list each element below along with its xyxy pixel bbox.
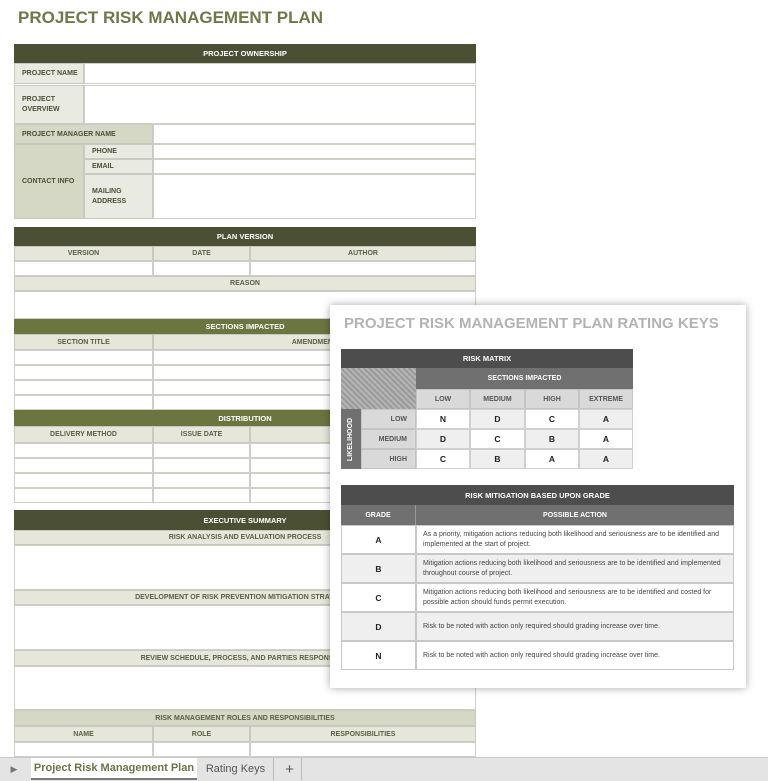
matrix-cell: C bbox=[416, 449, 470, 469]
email-field[interactable] bbox=[153, 159, 476, 174]
manager-name-label: PROJECT MANAGER NAME bbox=[14, 124, 153, 144]
impact-col-extreme: EXTREME bbox=[579, 389, 633, 409]
page-title: PROJECT RISK MANAGEMENT PLAN bbox=[18, 8, 324, 27]
delivery-col: DELIVERY METHOD bbox=[14, 426, 153, 443]
project-name-field[interactable] bbox=[84, 63, 476, 84]
plan-version-header: PLAN VERSION bbox=[14, 227, 476, 246]
action-cell: Risk to be noted with action only requir… bbox=[416, 641, 734, 670]
email-label: EMAIL bbox=[84, 159, 153, 174]
ownership-header: PROJECT OWNERSHIP bbox=[14, 44, 476, 63]
matrix-cell: B bbox=[525, 429, 579, 449]
role-col: ROLE bbox=[153, 726, 250, 742]
phone-field[interactable] bbox=[153, 144, 476, 159]
action-cell: Mitigation actions reducing both likelih… bbox=[416, 583, 734, 612]
rating-keys-preview: PROJECT RISK MANAGEMENT PLAN RATING KEYS… bbox=[330, 305, 746, 688]
tab-project-risk-management-plan[interactable]: Project Risk Management Plan bbox=[31, 758, 197, 780]
section-cell[interactable] bbox=[14, 365, 153, 380]
roles-label: RISK MANAGEMENT ROLES AND RESPONSIBILITI… bbox=[14, 710, 476, 726]
section-cell[interactable] bbox=[14, 395, 153, 410]
issue-date-cell[interactable] bbox=[153, 458, 250, 473]
section-cell[interactable] bbox=[14, 380, 153, 395]
likelihood-label: LIKELIHOOD bbox=[341, 409, 361, 469]
impact-col-high: HIGH bbox=[525, 389, 579, 409]
project-overview-label: PROJECT OVERVIEW bbox=[14, 85, 84, 124]
matrix-cell: D bbox=[470, 409, 525, 429]
issue-date-cell[interactable] bbox=[153, 443, 250, 458]
role-cell[interactable] bbox=[153, 742, 250, 757]
project-name-label: PROJECT NAME bbox=[14, 63, 84, 84]
contact-info-label: CONTACT INFO bbox=[14, 144, 84, 219]
impact-col-low: LOW bbox=[416, 389, 470, 409]
phone-label: PHONE bbox=[84, 144, 153, 159]
sheet-tab-bar: ▶ Project Risk Management Plan Rating Ke… bbox=[0, 757, 768, 781]
name-col: NAME bbox=[14, 726, 153, 742]
risk-matrix-header: RISK MATRIX bbox=[341, 349, 633, 368]
rating-keys-title: PROJECT RISK MANAGEMENT PLAN RATING KEYS bbox=[344, 315, 719, 332]
likelihood-row-label: LOW bbox=[361, 409, 416, 429]
likelihood-text: LIKELIHOOD bbox=[347, 417, 355, 461]
section-title-col: SECTION TITLE bbox=[14, 334, 153, 350]
matrix-cell: A bbox=[579, 429, 633, 449]
responsibilities-col: RESPONSIBILITIES bbox=[250, 726, 476, 742]
section-cell[interactable] bbox=[14, 350, 153, 365]
mailing-field[interactable] bbox=[153, 174, 476, 219]
mitigation-header: RISK MITIGATION BASED UPON GRADE bbox=[341, 485, 734, 505]
action-cell: Mitigation actions reducing both likelih… bbox=[416, 554, 734, 583]
date-field[interactable] bbox=[153, 261, 250, 276]
tab-rating-keys[interactable]: Rating Keys bbox=[198, 758, 274, 780]
issue-date-col: ISSUE DATE bbox=[153, 426, 250, 443]
scroll-tabs-icon[interactable]: ▶ bbox=[10, 763, 18, 774]
impact-col-medium: MEDIUM bbox=[470, 389, 525, 409]
matrix-cell: A bbox=[525, 449, 579, 469]
add-sheet-button[interactable]: + bbox=[278, 758, 302, 780]
grade-cell: A bbox=[341, 525, 416, 554]
sections-impacted-header: SECTIONS IMPACTED bbox=[416, 368, 633, 389]
responsibilities-cell[interactable] bbox=[250, 742, 476, 757]
delivery-cell[interactable] bbox=[14, 458, 153, 473]
manager-name-field[interactable] bbox=[153, 124, 476, 144]
version-col: VERSION bbox=[14, 246, 153, 261]
matrix-cell: A bbox=[579, 449, 633, 469]
grade-cell: C bbox=[341, 583, 416, 612]
matrix-cell: B bbox=[470, 449, 525, 469]
matrix-cell: N bbox=[416, 409, 470, 429]
grade-cell: N bbox=[341, 641, 416, 670]
possible-action-col: POSSIBLE ACTION bbox=[416, 505, 734, 525]
issue-date-cell[interactable] bbox=[153, 488, 250, 503]
action-cell: Risk to be noted with action only requir… bbox=[416, 612, 734, 641]
reason-label: REASON bbox=[14, 276, 476, 291]
grade-cell: D bbox=[341, 612, 416, 641]
delivery-cell[interactable] bbox=[14, 473, 153, 488]
likelihood-row-label: MEDIUM bbox=[361, 429, 416, 449]
likelihood-row-label: HIGH bbox=[361, 449, 416, 469]
action-cell: As a priority, mitigation actions reduci… bbox=[416, 525, 734, 554]
delivery-cell[interactable] bbox=[14, 443, 153, 458]
delivery-cell[interactable] bbox=[14, 488, 153, 503]
author-field[interactable] bbox=[250, 261, 476, 276]
hatched-corner bbox=[341, 368, 416, 409]
version-field[interactable] bbox=[14, 261, 153, 276]
author-col: AUTHOR bbox=[250, 246, 476, 261]
matrix-cell: D bbox=[416, 429, 470, 449]
name-cell[interactable] bbox=[14, 742, 153, 757]
project-overview-field[interactable] bbox=[84, 85, 476, 124]
grade-col: GRADE bbox=[341, 505, 416, 525]
grade-cell: B bbox=[341, 554, 416, 583]
mailing-label: MAILING ADDRESS bbox=[84, 174, 153, 219]
issue-date-cell[interactable] bbox=[153, 473, 250, 488]
matrix-cell: A bbox=[579, 409, 633, 429]
matrix-cell: C bbox=[525, 409, 579, 429]
matrix-cell: C bbox=[470, 429, 525, 449]
date-col: DATE bbox=[153, 246, 250, 261]
